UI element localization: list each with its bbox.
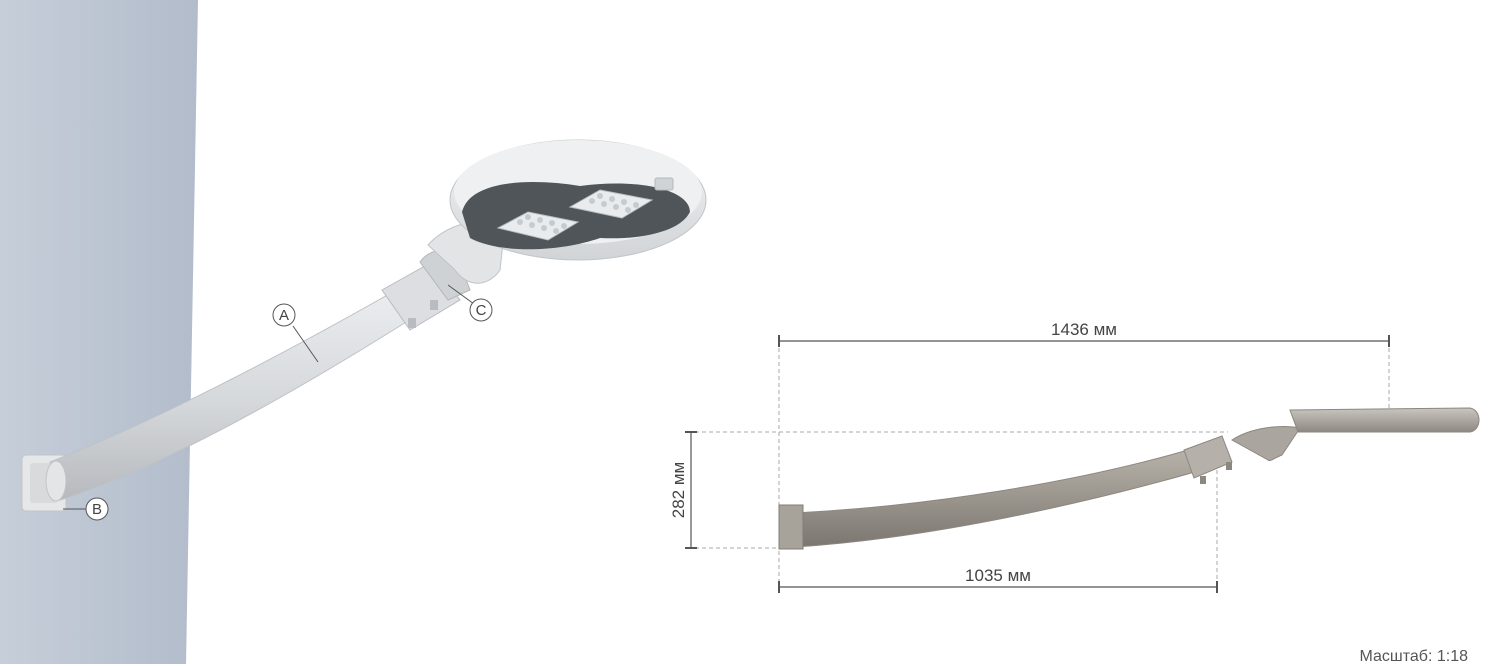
callout-b-label: B bbox=[92, 501, 102, 518]
dimension-total-length: 1436 мм bbox=[778, 320, 1390, 347]
callout-a: A bbox=[272, 303, 319, 363]
scale-note: Масштаб: 1:18 bbox=[1359, 648, 1468, 665]
led-module-right bbox=[568, 189, 654, 219]
side-luminaire-head bbox=[1289, 407, 1480, 433]
callout-c-label: C bbox=[476, 302, 487, 319]
arm-length-label: 1035 мм bbox=[965, 566, 1031, 585]
perspective-view: A B C bbox=[0, 0, 707, 664]
luminaire-head bbox=[449, 139, 707, 261]
side-arm bbox=[794, 447, 1203, 548]
callout-a-label: A bbox=[279, 307, 289, 324]
led-module-left bbox=[496, 211, 580, 241]
callout-b: B bbox=[63, 497, 109, 521]
wall bbox=[0, 0, 198, 664]
side-view: 1436 мм 1035 мм 282 мм bbox=[669, 320, 1480, 593]
side-wall-mount bbox=[778, 504, 804, 550]
height-label: 282 мм bbox=[669, 462, 688, 518]
guide-lines bbox=[688, 348, 1390, 590]
side-neck bbox=[1231, 426, 1301, 461]
callout-c: C bbox=[447, 284, 493, 322]
dimension-arm-length: 1035 мм bbox=[778, 566, 1218, 593]
total-length-label: 1436 мм bbox=[1051, 320, 1117, 339]
dimension-height: 282 мм bbox=[669, 431, 697, 549]
